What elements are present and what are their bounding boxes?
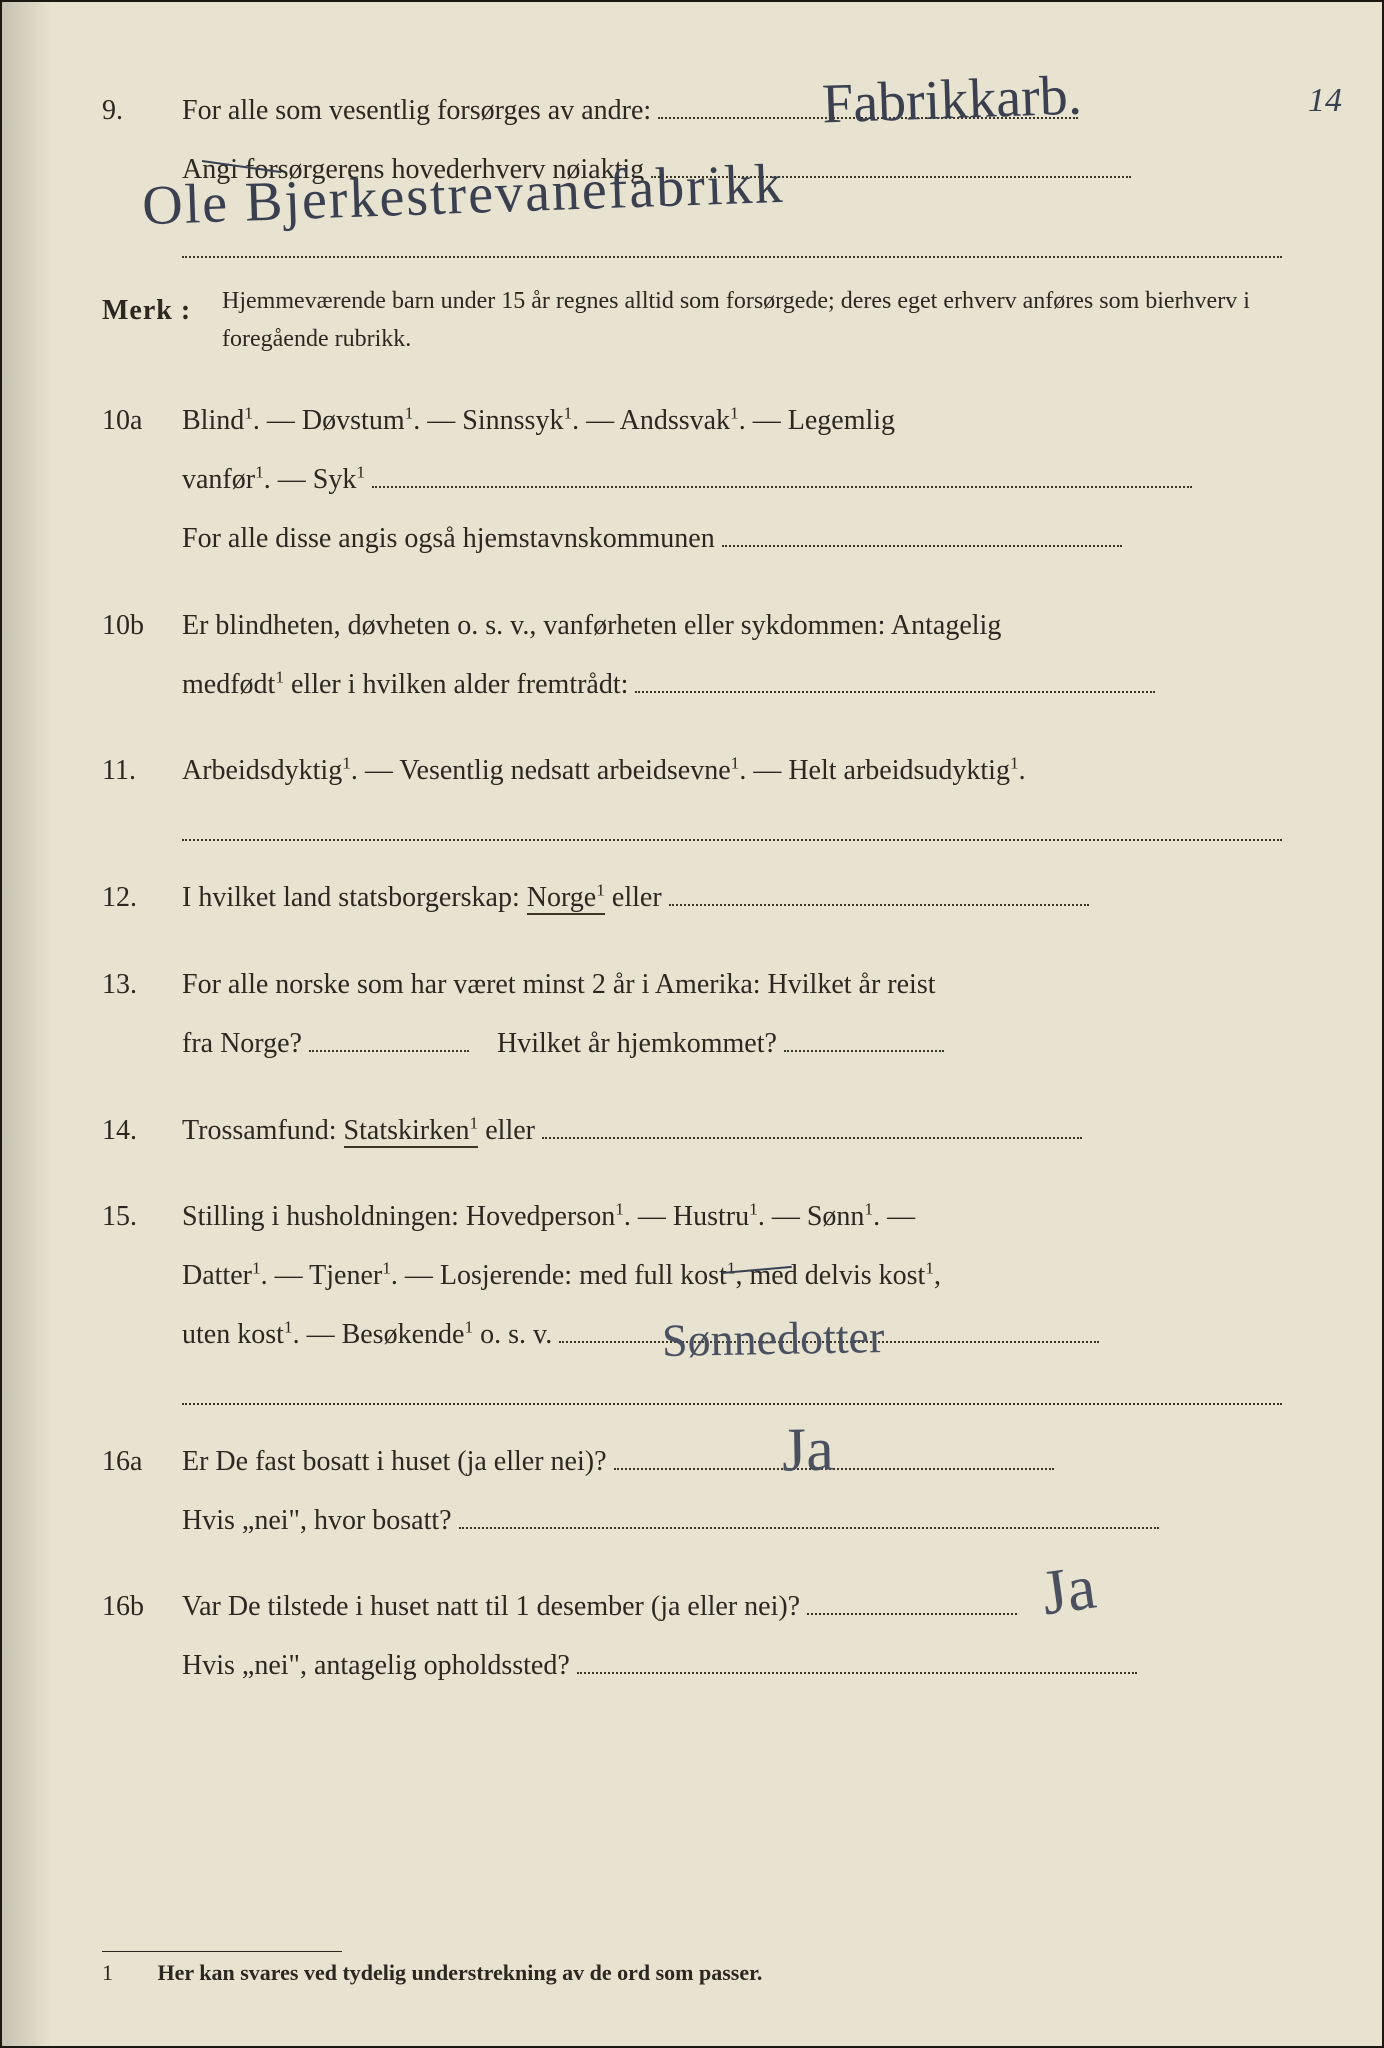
question-14: 14. Trossamfund: Statskirken1 eller	[102, 1102, 1282, 1161]
q15-blank	[559, 1313, 1099, 1343]
page-number: 14	[1308, 82, 1342, 120]
q9-blank1	[658, 89, 1078, 119]
q9-line1: For alle som vesentlig forsørges av andr…	[182, 95, 651, 126]
q12-norge: Norge1	[527, 882, 605, 915]
q9-line2: Angi forsørgerens hovederhverv nøiaktig	[182, 154, 644, 185]
merk-text: Hjemmeværende barn under 15 år regnes al…	[222, 282, 1282, 359]
q10a-blank1	[372, 458, 1192, 488]
merk-note: Merk : Hjemmeværende barn under 15 år re…	[102, 282, 1282, 359]
q12-number: 12.	[102, 869, 137, 928]
q16a-line1: Er De fast bosatt i huset (ja eller nei)…	[182, 1446, 607, 1477]
q15-line2: Datter1. — Tjener1. — Losjerende: med fu…	[182, 1260, 941, 1291]
question-9: 9. For alle som vesentlig forsørges av a…	[102, 82, 1282, 200]
form-page: 14 9. For alle som vesentlig forsørges a…	[0, 0, 1384, 2048]
q14-number: 14.	[102, 1102, 137, 1161]
q14-blank	[542, 1109, 1082, 1139]
q10a-blank2	[722, 517, 1122, 547]
q9-fullline	[182, 228, 1282, 258]
q10a-number: 10a	[102, 392, 142, 451]
q16b-line1: Var De tilstede i huset natt til 1 desem…	[182, 1591, 800, 1622]
q12-blank	[669, 876, 1089, 906]
q10b-number: 10b	[102, 597, 144, 656]
question-13: 13. For alle norske som har været minst …	[102, 956, 1282, 1074]
footnote: 1 Her kan svares ved tydelig understrekn…	[102, 1951, 1282, 1986]
question-10a: 10a Blind1. — Døvstum1. — Sinnssyk1. — A…	[102, 392, 1282, 568]
left-shadow	[2, 2, 52, 2046]
q13-line2b: Hvilket år hjemkommet?	[497, 1028, 777, 1059]
question-10b: 10b Er blindheten, døvheten o. s. v., va…	[102, 597, 1282, 715]
q9-blank2	[651, 148, 1131, 178]
merk-label: Merk :	[102, 282, 191, 341]
q10a-line1: Blind1. — Døvstum1. — Sinnssyk1. — Andss…	[182, 405, 895, 436]
q13-line2a: fra Norge?	[182, 1028, 302, 1059]
q16b-blank1	[807, 1585, 1017, 1615]
q10a-line2: vanfør1. — Syk1	[182, 464, 365, 495]
question-16a: 16a Er De fast bosatt i huset (ja eller …	[102, 1433, 1282, 1551]
q10b-blank	[635, 663, 1155, 693]
q16a-blank2	[459, 1499, 1159, 1529]
q14-statskirken: Statskirken1	[344, 1115, 479, 1148]
q16a-number: 16a	[102, 1433, 142, 1492]
q16b-number: 16b	[102, 1578, 144, 1637]
q11-text: Arbeidsdyktig1. — Vesentlig nedsatt arbe…	[182, 755, 1026, 786]
q13-blank2	[784, 1022, 944, 1052]
q12-pre: I hvilket land statsborgerskap:	[182, 882, 527, 913]
q15-line3: uten kost1. — Besøkende1 o. s. v.	[182, 1319, 552, 1350]
question-12: 12. I hvilket land statsborgerskap: Norg…	[102, 869, 1282, 928]
q10a-line3: For alle disse angis også hjemstavnskomm…	[182, 523, 715, 554]
footnote-num: 1	[102, 1960, 152, 1986]
q16a-line2: Hvis „nei", hvor bosatt?	[182, 1505, 452, 1536]
q14-post: eller	[485, 1115, 535, 1146]
q15-line1: Stilling i husholdningen: Hovedperson1. …	[182, 1201, 915, 1232]
q13-blank1	[309, 1022, 469, 1052]
q10b-line1: Er blindheten, døvheten o. s. v., vanfør…	[182, 610, 1001, 641]
q15-number: 15.	[102, 1188, 137, 1247]
q16b-blank2	[577, 1644, 1137, 1674]
q15-fullline	[182, 1375, 1282, 1405]
question-16b: 16b Var De tilstede i huset natt til 1 d…	[102, 1578, 1282, 1696]
q14-pre: Trossamfund:	[182, 1115, 344, 1146]
q12-post: eller	[612, 882, 662, 913]
q10b-line2: medfødt1 eller i hvilken alder fremtrådt…	[182, 669, 628, 700]
q11-blank	[182, 811, 1282, 841]
q13-line1: For alle norske som har været minst 2 år…	[182, 969, 936, 1000]
q9-number: 9.	[102, 82, 123, 141]
question-11: 11. Arbeidsdyktig1. — Vesentlig nedsatt …	[102, 742, 1282, 841]
footnote-rule	[102, 1951, 342, 1952]
q11-number: 11.	[102, 742, 136, 801]
footnote-text: Her kan svares ved tydelig understreknin…	[158, 1960, 763, 1985]
q13-number: 13.	[102, 956, 137, 1015]
q16b-line2: Hvis „nei", antagelig opholdssted?	[182, 1650, 570, 1681]
question-15: 15. Stilling i husholdningen: Hovedperso…	[102, 1188, 1282, 1404]
q16a-blank1	[614, 1440, 1054, 1470]
